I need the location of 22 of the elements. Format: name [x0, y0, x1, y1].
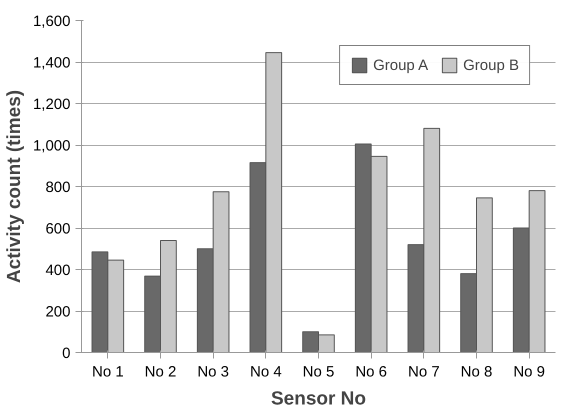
x-tick-label: No 4 — [250, 364, 282, 380]
y-tick-label: 1,600 — [32, 13, 71, 30]
x-tick-label: No 1 — [92, 364, 124, 380]
legend-label: Group B — [463, 56, 519, 74]
y-axis-title: Activity count (times) — [4, 90, 25, 284]
y-tick-label: 1,200 — [32, 96, 71, 113]
y-tick-label: 600 — [45, 220, 71, 238]
legend-label: Group A — [373, 56, 428, 74]
y-tick-label: 1,000 — [32, 138, 71, 154]
x-tick-label: No 3 — [197, 364, 230, 380]
x-tick-label: No 2 — [144, 364, 176, 380]
y-tick-label: 200 — [45, 304, 71, 320]
x-tick-label: No 7 — [408, 364, 440, 380]
y-tick-label: 800 — [45, 179, 71, 196]
x-tick-label: No 6 — [355, 364, 388, 380]
x-axis-title: Sensor No — [270, 388, 366, 410]
x-tick-label: No 8 — [460, 364, 492, 380]
y-tick-label: 400 — [45, 262, 71, 279]
x-tick-label: No 9 — [513, 364, 546, 380]
y-tick-label: 1,400 — [32, 54, 71, 72]
x-tick-label: No 5 — [302, 364, 334, 380]
y-tick-label: 0 — [62, 345, 70, 362]
